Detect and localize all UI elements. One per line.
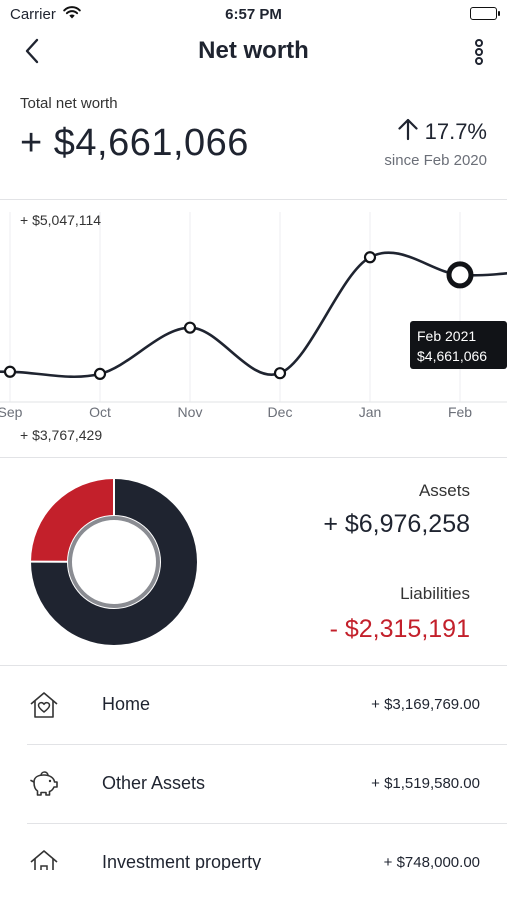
list-item-amount: + $1,519,580.00 [371,775,480,792]
total-net-worth-label: Total net worth [20,95,118,112]
net-worth-line-chart[interactable]: Sep Oct Nov Dec Jan Feb [0,200,507,458]
list-item-investment-property[interactable]: Investment property + $748,000.00 [0,824,507,870]
status-time: 6:57 PM [225,6,282,23]
list-item-other-assets[interactable]: Other Assets + $1,519,580.00 [0,745,507,824]
x-tick-label: Nov [178,404,203,420]
list-item-home[interactable]: Home + $3,169,769.00 [0,666,507,745]
list-item-name: Other Assets [102,773,206,793]
data-point[interactable] [93,367,107,381]
assets-liabilities-donut [30,478,198,646]
chart-tooltip: Feb 2021 $4,661,066 [410,321,507,369]
x-tick-label: Jan [359,404,382,420]
divider [0,199,507,200]
x-tick-label: Sep [0,404,23,420]
change-since: since Feb 2020 [384,152,487,169]
nav-bar: Net worth [0,28,507,74]
data-point[interactable] [3,365,17,378]
wifi-icon [62,4,82,24]
carrier-label: Carrier [10,6,56,23]
x-tick-label: Oct [89,404,111,420]
tooltip-date: Feb 2021 [417,328,477,344]
net-worth-chart[interactable]: Sep Oct Nov Dec Jan Feb + $5,047,114 + $3,767… [0,200,507,458]
donut-inner-ring [68,516,160,608]
page-title: Net worth [198,37,309,64]
data-point[interactable] [363,251,377,264]
divider [0,457,507,458]
more-vertical-icon[interactable] [471,38,487,66]
tooltip-value: $4,661,066 [417,348,488,364]
home-icon [27,688,61,722]
items-list: Home + $3,169,769.00 Other Assets + $1,5… [0,666,507,870]
list-item-amount: + $3,169,769.00 [371,696,480,713]
data-point[interactable] [183,321,197,334]
investment-property-icon [27,846,61,870]
change-summary: 17.7% since Feb 2020 [384,117,487,170]
list-item-name: Investment property [102,852,262,870]
piggy-bank-icon [27,767,61,801]
total-net-worth-value: + $4,661,066 [20,122,249,164]
liabilities-label: Liabilities [400,584,470,603]
liabilities-value: - $2,315,191 [329,615,470,643]
chart-min-label: + $3,767,429 [20,427,103,443]
divider [27,823,507,824]
liabilities-slice [31,479,114,562]
list-item-amount: + $748,000.00 [383,854,480,870]
chevron-left-icon[interactable] [18,36,48,66]
data-point[interactable] [273,367,287,380]
list-item-name: Home [102,694,151,714]
net-worth-series-line [0,251,507,379]
divider [0,665,507,666]
divider [27,744,507,745]
assets-label: Assets [418,481,470,500]
chart-max-label: + $5,047,114 [20,212,102,228]
x-tick-label: Feb [448,404,472,420]
assets-value: + $6,976,258 [323,510,470,538]
x-tick-label: Dec [268,404,293,420]
status-bar: Carrier 6:57 PM [0,0,507,28]
assets-slice [30,479,197,645]
arrow-up-icon [397,117,419,146]
battery-icon [470,7,500,20]
selected-data-point[interactable] [446,261,474,289]
change-percent: 17.7% [424,118,487,144]
